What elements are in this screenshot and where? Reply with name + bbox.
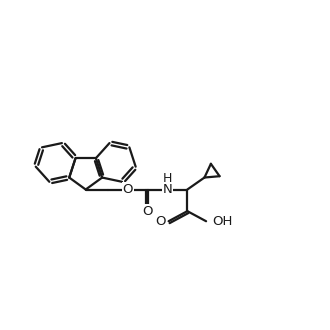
Text: N: N	[163, 183, 172, 196]
Text: H: H	[163, 172, 172, 185]
Text: O: O	[143, 205, 153, 218]
Text: OH: OH	[213, 215, 233, 228]
Text: O: O	[155, 215, 166, 228]
Text: O: O	[123, 183, 133, 196]
